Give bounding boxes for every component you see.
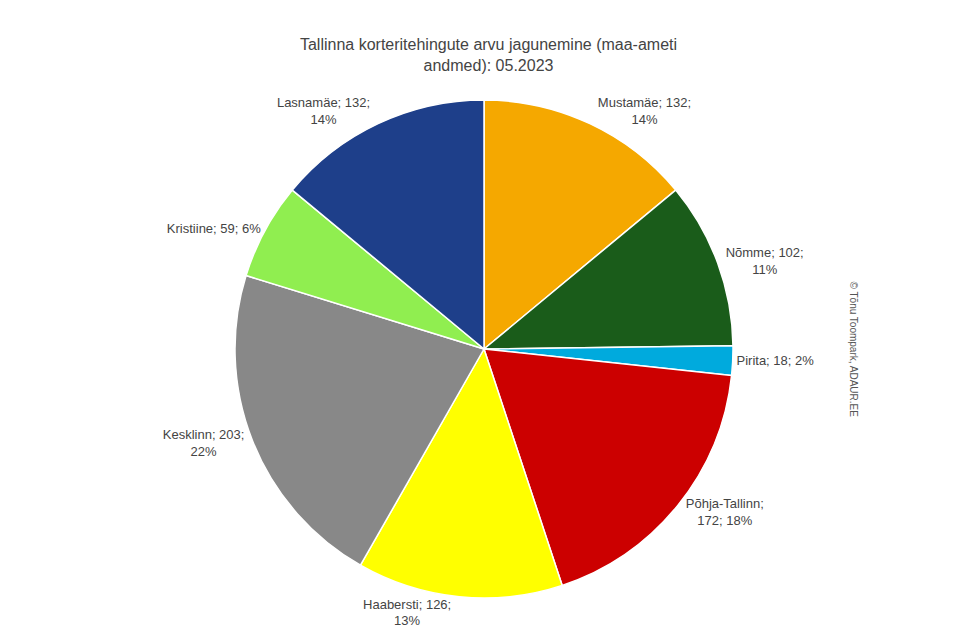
svg-text:Kristiine; 59; 6%: Kristiine; 59; 6% [167, 221, 261, 236]
svg-text:Haabersti; 126;13%: Haabersti; 126;13% [363, 597, 451, 629]
svg-text:© Tõnu Toompark, ADAUR.EE: © Tõnu Toompark, ADAUR.EE [848, 282, 859, 418]
svg-text:Lasnamäe; 132;14%: Lasnamäe; 132;14% [277, 95, 370, 127]
svg-text:Mustamäe; 132;14%: Mustamäe; 132;14% [598, 95, 691, 127]
svg-text:Pirita; 18; 2%: Pirita; 18; 2% [736, 353, 814, 368]
svg-text:Kesklinn; 203;22%: Kesklinn; 203;22% [163, 427, 245, 459]
svg-text:Põhja-Tallinn;172; 18%: Põhja-Tallinn;172; 18% [686, 496, 764, 528]
svg-text:Nõmme; 102;11%: Nõmme; 102;11% [726, 245, 804, 277]
svg-text:Tallinna korteritehingute arvu: Tallinna korteritehingute arvu jagunemin… [300, 36, 677, 74]
